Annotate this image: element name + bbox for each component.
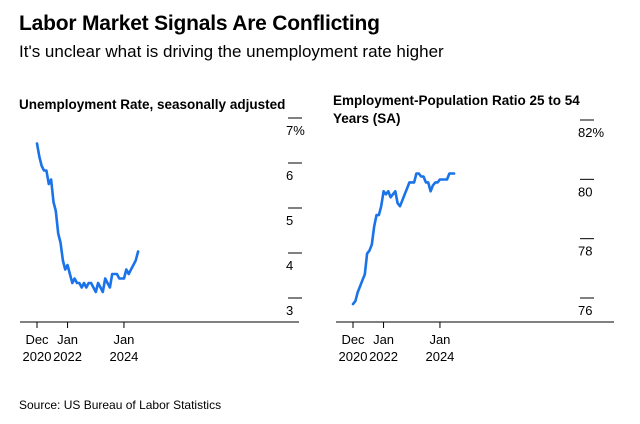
employment-y-tick-label: 78 [578, 244, 592, 259]
unemployment-y-tick-label: 7% [286, 123, 305, 138]
unemployment-x-tick-label: 2020 [23, 349, 52, 364]
unemployment-y-tick-label: 3 [286, 303, 293, 318]
chart-title: Labor Market Signals Are Conflicting [19, 12, 380, 35]
chart-subtitle: It's unclear what is driving the unemplo… [19, 42, 444, 61]
employment-panel-title: Employment-Population Ratio 25 to 54 Yea… [333, 93, 580, 126]
unemployment-x-tick-label: Jan [113, 332, 134, 347]
employment-chart: 76 78 80 82% Dec 2020 Jan 2022 Jan 2024 [336, 119, 614, 364]
source-note: Source: US Bureau of Labor Statistics [19, 398, 222, 412]
unemployment-x-tick-label: 2022 [53, 349, 82, 364]
unemployment-y-tick-label: 6 [286, 168, 293, 183]
employment-x-tick-label: Dec [341, 332, 365, 347]
unemployment-panel-title: Unemployment Rate, seasonally adjusted [19, 97, 286, 112]
employment-y-tick-label: 80 [578, 184, 592, 199]
unemployment-y-tick-label: 5 [286, 213, 293, 228]
unemployment-y-tick-label: 4 [286, 258, 293, 273]
unemployment-chart: 3 4 5 6 7% Dec 2020 Jan 2022 Jan 2024 [20, 117, 305, 364]
employment-x-tick-label: Jan [373, 332, 394, 347]
employment-x-tick-label: 2020 [339, 349, 368, 364]
employment-x-tick-label: Jan [429, 332, 450, 347]
employment-x-tick-label: 2022 [369, 349, 398, 364]
employment-y-tick-label: 82% [578, 125, 604, 140]
unemployment-x-tick-label: 2024 [109, 349, 138, 364]
unemployment-series-line [35, 142, 140, 294]
unemployment-x-tick-label: Dec [25, 332, 49, 347]
unemployment-x-tick-label: Jan [57, 332, 78, 347]
employment-series-line [351, 172, 456, 306]
employment-y-tick-label: 76 [578, 303, 592, 318]
employment-x-tick-label: 2024 [425, 349, 454, 364]
